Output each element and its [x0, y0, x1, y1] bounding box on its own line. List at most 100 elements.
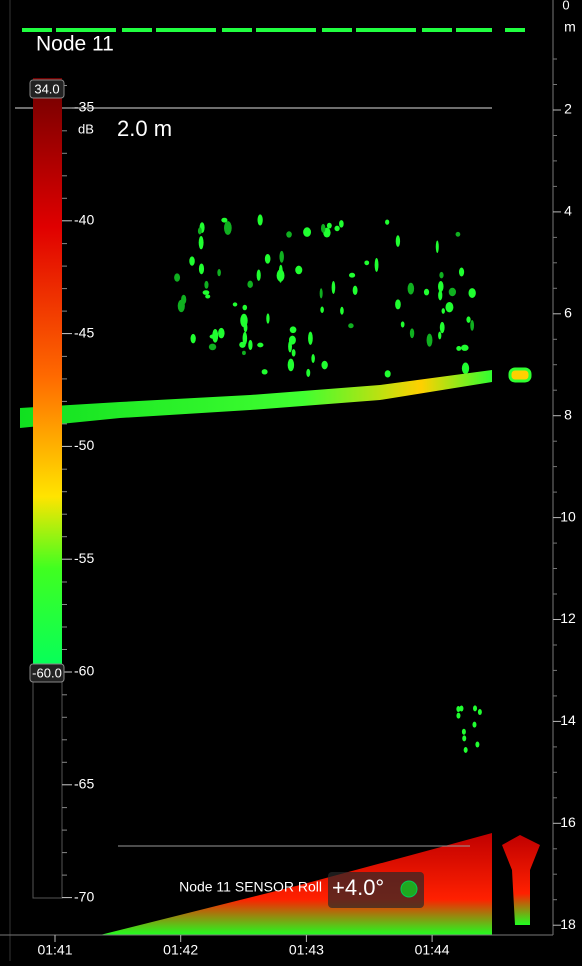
echo-target	[218, 327, 225, 339]
echo-target	[287, 358, 295, 372]
echo-target	[445, 302, 454, 313]
echo-target	[311, 354, 315, 363]
echo-target	[438, 280, 444, 293]
depth-tick-label: 16	[560, 814, 576, 830]
sensor-label: Node 11 SENSOR Roll	[179, 879, 322, 895]
color-scale-bar	[33, 78, 62, 676]
echo-target	[448, 287, 457, 297]
echo-target	[288, 340, 292, 353]
echo-target	[291, 349, 296, 357]
echo-target	[286, 231, 292, 238]
echo-target	[212, 329, 219, 343]
scale-min-box[interactable]	[29, 663, 65, 683]
echo-target	[306, 368, 311, 378]
echo-target	[466, 316, 471, 323]
echo-target	[441, 308, 445, 314]
echo-target	[460, 344, 469, 351]
echo-target	[303, 227, 312, 237]
echo-target	[339, 220, 344, 228]
echo-target	[385, 219, 390, 225]
seabed-echo-side	[502, 835, 540, 925]
echo-target	[189, 256, 195, 266]
echo-target	[240, 313, 248, 328]
echo-target	[470, 320, 475, 331]
echo-target	[266, 313, 270, 324]
echo-target	[472, 721, 477, 728]
echo-target	[256, 269, 261, 281]
echo-target	[340, 306, 344, 315]
echo-target	[439, 321, 445, 334]
echo-target	[197, 227, 202, 235]
echo-target	[455, 231, 461, 237]
echo-target	[174, 273, 181, 282]
scale-min-label: -60.0	[32, 665, 62, 680]
depth-tick-label: 8	[564, 406, 572, 422]
depth-axis-unit: m	[564, 19, 576, 35]
echo-target	[248, 339, 253, 351]
time-tick-label: 01:41	[37, 942, 72, 958]
depth-tick-label: 12	[560, 610, 576, 626]
echo-target	[326, 222, 332, 229]
scale-tick-label: -45	[74, 324, 94, 340]
echo-target	[221, 217, 228, 223]
echo-target	[204, 280, 209, 289]
echo-target	[458, 267, 465, 277]
echo-target	[242, 331, 248, 345]
echo-target	[198, 263, 205, 275]
echo-target	[205, 294, 211, 299]
scale-max-box[interactable]	[29, 79, 65, 99]
sensor-value: +4.0°	[332, 875, 384, 900]
scale-tick-label: -60	[74, 663, 94, 679]
depth-tick-label: 10	[560, 508, 576, 524]
title: Node 11	[36, 33, 114, 56]
echo-target	[352, 285, 358, 296]
echo-target	[202, 290, 210, 295]
echo-target	[438, 290, 443, 301]
echo-targets	[174, 214, 482, 753]
echo-target	[384, 370, 391, 378]
echo-target	[224, 221, 232, 235]
scale-tick-label: -70	[74, 888, 94, 904]
scale-max-label: 34.0	[34, 81, 59, 96]
echo-target	[331, 280, 336, 294]
echo-target	[461, 362, 470, 375]
echo-target	[242, 350, 246, 356]
depth-tick-label: 14	[560, 712, 576, 728]
echo-target	[257, 342, 264, 348]
echo-target	[477, 708, 482, 715]
scale-tick-label: -50	[74, 437, 94, 453]
echo-target	[473, 705, 478, 712]
echo-target	[456, 345, 462, 351]
echo-target	[456, 712, 461, 719]
echo-target	[295, 265, 303, 275]
echo-target	[264, 253, 271, 264]
echo-target	[461, 728, 466, 735]
echo-target	[456, 705, 461, 712]
echo-target	[190, 333, 196, 344]
scale-tick-label: -55	[74, 550, 94, 566]
echo-target	[426, 333, 433, 347]
sensor-box	[328, 872, 424, 908]
echo-target	[181, 294, 187, 305]
seabed-echo	[100, 833, 492, 935]
echo-target	[348, 323, 354, 329]
echo-target	[364, 260, 370, 266]
echo-target	[232, 302, 238, 307]
depth-axis-top: 0	[562, 0, 569, 12]
echo-target	[239, 341, 246, 348]
time-tick-label: 01:44	[415, 942, 450, 958]
echo-target	[349, 272, 356, 278]
echo-target	[208, 343, 217, 351]
echo-target	[395, 235, 401, 247]
depth-tick-label: 6	[564, 305, 572, 321]
echo-target	[438, 331, 442, 340]
echo-layer-side	[508, 367, 532, 383]
scale-tick-label: -65	[74, 776, 94, 792]
echo-target	[435, 240, 439, 253]
echo-target	[475, 741, 480, 748]
echo-target	[395, 299, 401, 310]
echo-target	[409, 328, 415, 339]
